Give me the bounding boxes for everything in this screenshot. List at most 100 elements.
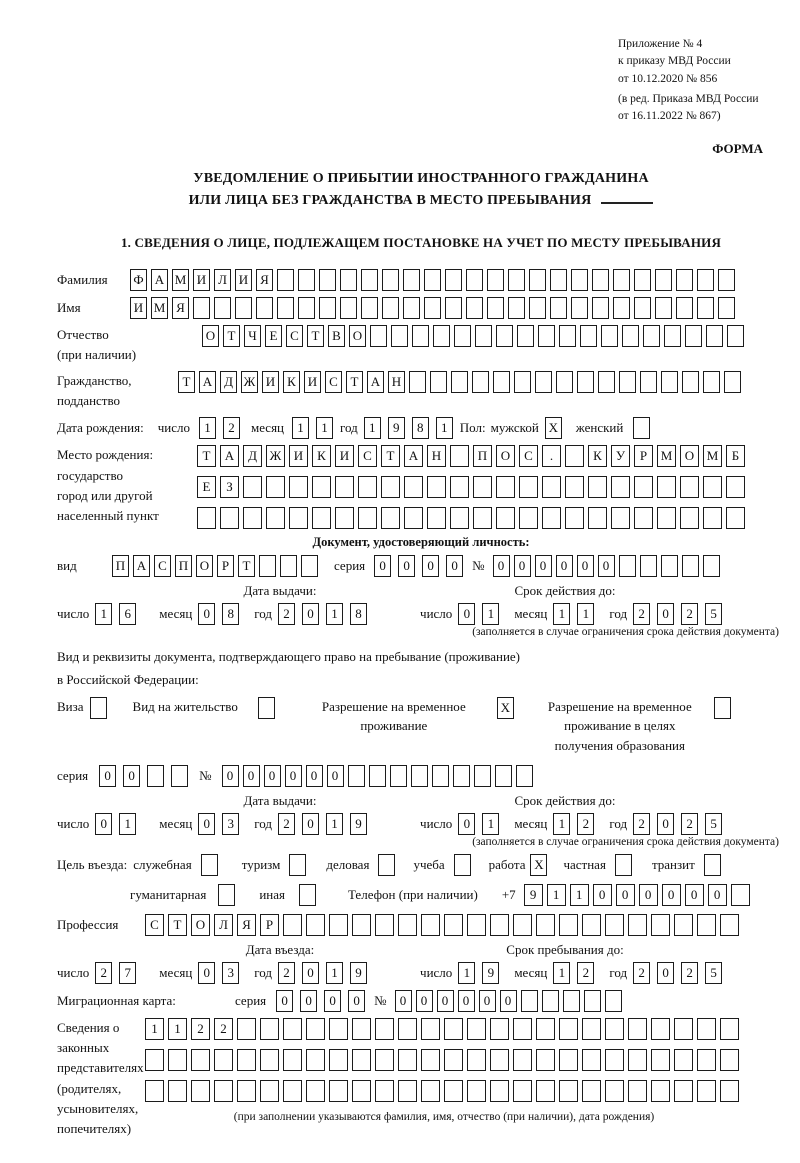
char-box[interactable] <box>611 507 630 530</box>
char-box[interactable]: О <box>202 324 219 347</box>
char-box[interactable]: 9 <box>482 962 500 985</box>
char-box[interactable]: 0 <box>492 555 510 578</box>
char-box[interactable]: 0 <box>513 555 531 578</box>
char-box[interactable] <box>681 555 699 578</box>
char-box[interactable]: 0 <box>95 813 113 836</box>
char-box[interactable] <box>193 296 210 319</box>
char-box[interactable] <box>283 1049 302 1072</box>
char-box[interactable] <box>571 296 588 319</box>
char-box[interactable] <box>490 914 509 937</box>
char-box[interactable] <box>289 476 308 499</box>
char-box[interactable] <box>639 555 657 578</box>
char-box[interactable] <box>375 1018 394 1041</box>
char-box[interactable] <box>559 1049 578 1072</box>
char-box[interactable] <box>214 1049 233 1072</box>
char-box[interactable] <box>403 296 420 319</box>
char-box[interactable] <box>582 1080 601 1103</box>
char-box[interactable] <box>168 1049 187 1072</box>
char-box[interactable]: 0 <box>302 962 320 985</box>
char-box[interactable]: 0 <box>597 555 615 578</box>
char-box[interactable] <box>513 914 532 937</box>
char-box[interactable]: О <box>349 324 366 347</box>
char-box[interactable] <box>657 476 676 499</box>
char-box[interactable]: Т <box>223 324 240 347</box>
char-box[interactable] <box>634 507 653 530</box>
char-box[interactable]: П <box>175 555 192 578</box>
char-box[interactable] <box>726 476 745 499</box>
birthplace-field-row3[interactable] <box>197 507 749 530</box>
char-box[interactable]: 0 <box>707 884 727 907</box>
char-box[interactable] <box>643 324 660 347</box>
char-box[interactable] <box>358 476 377 499</box>
char-box[interactable] <box>398 1080 417 1103</box>
char-box[interactable] <box>200 854 218 877</box>
char-box[interactable] <box>472 371 489 394</box>
char-box[interactable] <box>467 1080 486 1103</box>
char-box[interactable]: 0 <box>592 884 612 907</box>
char-box[interactable] <box>487 296 504 319</box>
char-box[interactable]: 1 <box>569 884 589 907</box>
char-box[interactable] <box>674 914 693 937</box>
char-box[interactable] <box>720 1049 739 1072</box>
char-box[interactable] <box>508 268 525 291</box>
char-box[interactable] <box>536 1018 555 1041</box>
char-box[interactable]: X <box>544 417 562 440</box>
char-box[interactable]: И <box>335 445 354 468</box>
char-box[interactable]: 2 <box>633 813 651 836</box>
char-box[interactable] <box>260 1080 279 1103</box>
char-box[interactable] <box>674 1049 693 1072</box>
char-box[interactable]: 0 <box>478 990 496 1013</box>
char-box[interactable]: 0 <box>661 884 681 907</box>
char-box[interactable]: 0 <box>302 813 320 836</box>
char-box[interactable] <box>490 1080 509 1103</box>
char-box[interactable]: 6 <box>119 603 137 626</box>
char-box[interactable]: 0 <box>657 603 675 626</box>
char-box[interactable]: И <box>130 296 147 319</box>
char-box[interactable] <box>720 914 739 937</box>
char-box[interactable] <box>404 507 423 530</box>
char-box[interactable]: 2 <box>95 962 113 985</box>
char-box[interactable] <box>289 507 308 530</box>
char-box[interactable] <box>340 268 357 291</box>
char-box[interactable]: А <box>404 445 423 468</box>
char-box[interactable] <box>697 1049 716 1072</box>
char-box[interactable] <box>335 476 354 499</box>
char-box[interactable] <box>513 1049 532 1072</box>
char-box[interactable] <box>430 371 447 394</box>
char-box[interactable] <box>301 555 318 578</box>
char-box[interactable]: 5 <box>705 603 723 626</box>
char-box[interactable] <box>536 1080 555 1103</box>
char-box[interactable] <box>697 1018 716 1041</box>
char-box[interactable]: 1 <box>482 603 500 626</box>
char-box[interactable] <box>319 296 336 319</box>
char-box[interactable]: 1 <box>458 962 476 985</box>
char-box[interactable] <box>562 990 580 1013</box>
char-box[interactable] <box>720 1018 739 1041</box>
char-box[interactable]: К <box>312 445 331 468</box>
char-box[interactable]: 9 <box>387 417 405 440</box>
char-box[interactable] <box>703 507 722 530</box>
char-box[interactable] <box>381 507 400 530</box>
char-box[interactable]: 0 <box>242 765 260 788</box>
char-box[interactable] <box>427 476 446 499</box>
char-box[interactable] <box>628 914 647 937</box>
char-box[interactable]: И <box>289 445 308 468</box>
char-box[interactable] <box>542 476 561 499</box>
char-box[interactable]: 1 <box>553 813 571 836</box>
char-box[interactable]: . <box>542 445 561 468</box>
goal-business-checkbox[interactable] <box>378 854 399 877</box>
char-box[interactable]: П <box>473 445 492 468</box>
char-box[interactable]: 0 <box>555 555 573 578</box>
char-box[interactable] <box>214 1080 233 1103</box>
char-box[interactable] <box>529 268 546 291</box>
char-box[interactable]: Ф <box>130 268 147 291</box>
char-box[interactable] <box>697 1080 716 1103</box>
char-box[interactable] <box>444 1080 463 1103</box>
